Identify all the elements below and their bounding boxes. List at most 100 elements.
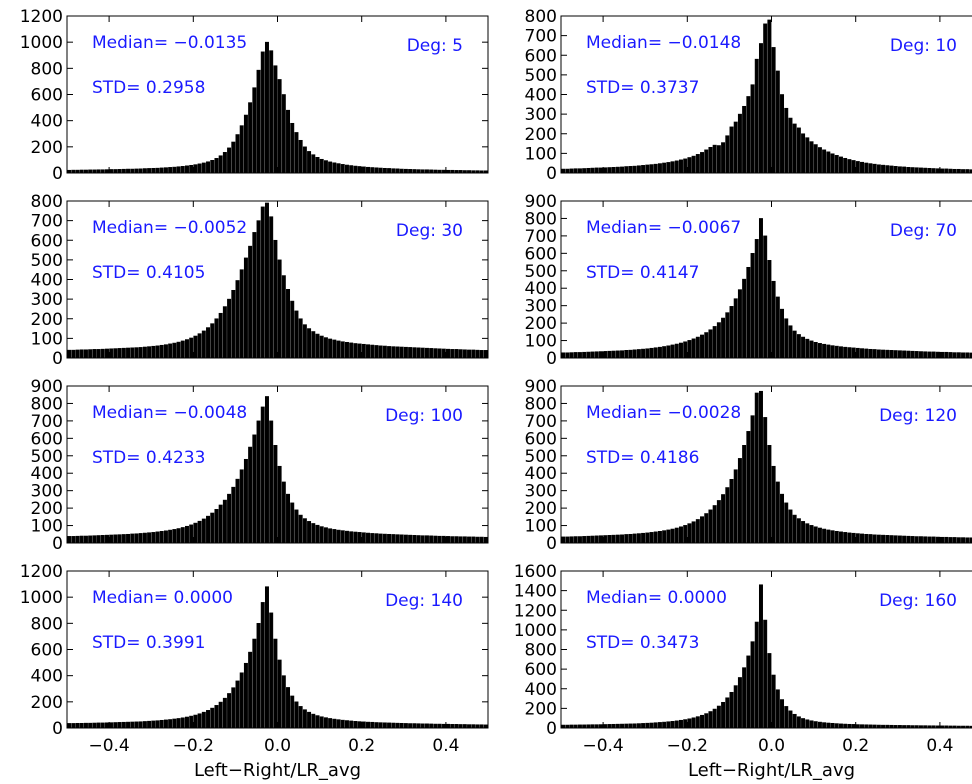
histogram-bar [615,166,620,174]
histogram-bar [286,687,291,729]
histogram-bar [378,722,383,729]
histogram-bar [910,536,915,544]
histogram-bar [847,347,852,359]
y-tick-label: 700 [525,227,557,247]
histogram-bar [586,535,591,544]
histogram-bar [328,161,333,174]
y-tick-label: 600 [525,429,557,449]
histogram-bar [691,155,696,174]
histogram-bar [834,531,839,544]
histogram-bar [332,718,337,729]
histogram-bar [201,330,206,359]
histogram-bar [952,352,957,359]
histogram-bar [716,322,721,359]
histogram-bar [462,536,467,544]
histogram-bar [336,719,341,729]
histogram-bar [767,260,772,359]
y-tick-label: 100 [31,329,63,349]
y-tick-label: 400 [31,112,63,132]
histogram-bar [277,659,282,729]
histogram-bar [628,349,633,359]
histogram-bar [206,327,211,359]
median-annotation: Median= 0.0000 [586,588,727,608]
histogram-bar [586,167,591,174]
histogram-bar [172,718,177,729]
histogram-bar [561,536,566,544]
histogram-bar [885,349,890,359]
histogram-bar [826,722,831,729]
histogram-bar [700,714,705,729]
histogram-bar [636,723,641,729]
y-tick-label: 200 [525,314,557,334]
histogram-bar [357,532,362,544]
histogram-bar [636,533,641,544]
histogram-bar [126,347,131,359]
histogram-bar [130,721,135,729]
histogram-bar [231,289,236,359]
histogram-bar [725,135,730,174]
histogram-bar [952,537,957,544]
histogram-bar [319,716,324,729]
x-tick-label: −0.2 [667,736,708,756]
histogram-bar [683,158,688,174]
histogram-bar [353,165,358,174]
histogram-bar [387,722,392,729]
histogram-bar [79,535,84,544]
histogram-bar [830,345,835,359]
histogram-bar [172,342,177,359]
y-tick-label: 0 [546,349,557,369]
histogram-bar [105,534,109,544]
histogram-bar [155,167,160,174]
histogram-bar [378,533,383,544]
histogram-bar [387,533,392,544]
histogram-bar [75,349,80,359]
histogram-bar [83,535,88,544]
histogram-bar [712,326,717,359]
y-tick-label: 200 [525,125,557,145]
histogram-bar [290,122,295,174]
histogram-bar [374,722,379,729]
histogram-bar [670,721,675,729]
histogram-bar [712,144,717,174]
histogram-bar [801,521,806,544]
x-tick-label: −0.2 [173,736,214,756]
histogram-bar [420,535,425,544]
histogram-bar [746,96,751,174]
x-tick-label: 0.2 [842,736,869,756]
histogram-bar [792,330,797,359]
histogram-bar [838,723,843,729]
histogram-bar [483,536,488,544]
y-tick-label: 400 [525,279,557,299]
histogram-bar [210,160,215,174]
histogram-bar [387,346,392,359]
std-annotation: STD= 0.3473 [586,633,699,653]
histogram-bar [780,308,785,359]
histogram-bar [599,167,603,174]
histogram-bar [636,165,641,174]
histogram-bar [826,344,831,359]
histogram-bar [336,340,341,359]
histogram-bar [948,537,953,544]
histogram-bar [366,532,370,544]
histogram-bar [607,350,612,359]
histogram-bar [940,536,944,544]
histogram-bar [269,50,274,174]
histogram-bar [662,721,667,729]
histogram-bar [454,349,459,359]
histogram-bar [138,347,143,359]
histogram-bar [302,324,307,359]
histogram-bar [403,723,408,729]
histogram-bar [163,530,168,544]
histogram-bar [126,721,131,729]
histogram-bar [138,721,143,729]
histogram-bar [243,114,248,174]
histogram-bar [96,722,101,729]
histogram-bar [855,161,860,174]
histogram-bar [193,164,198,174]
histogram-bar [721,142,726,174]
histogram-bar [323,717,328,729]
histogram-bar [206,515,211,544]
histogram-bar [130,168,135,174]
y-tick-label: 0 [546,534,557,554]
histogram-bar [340,719,345,729]
